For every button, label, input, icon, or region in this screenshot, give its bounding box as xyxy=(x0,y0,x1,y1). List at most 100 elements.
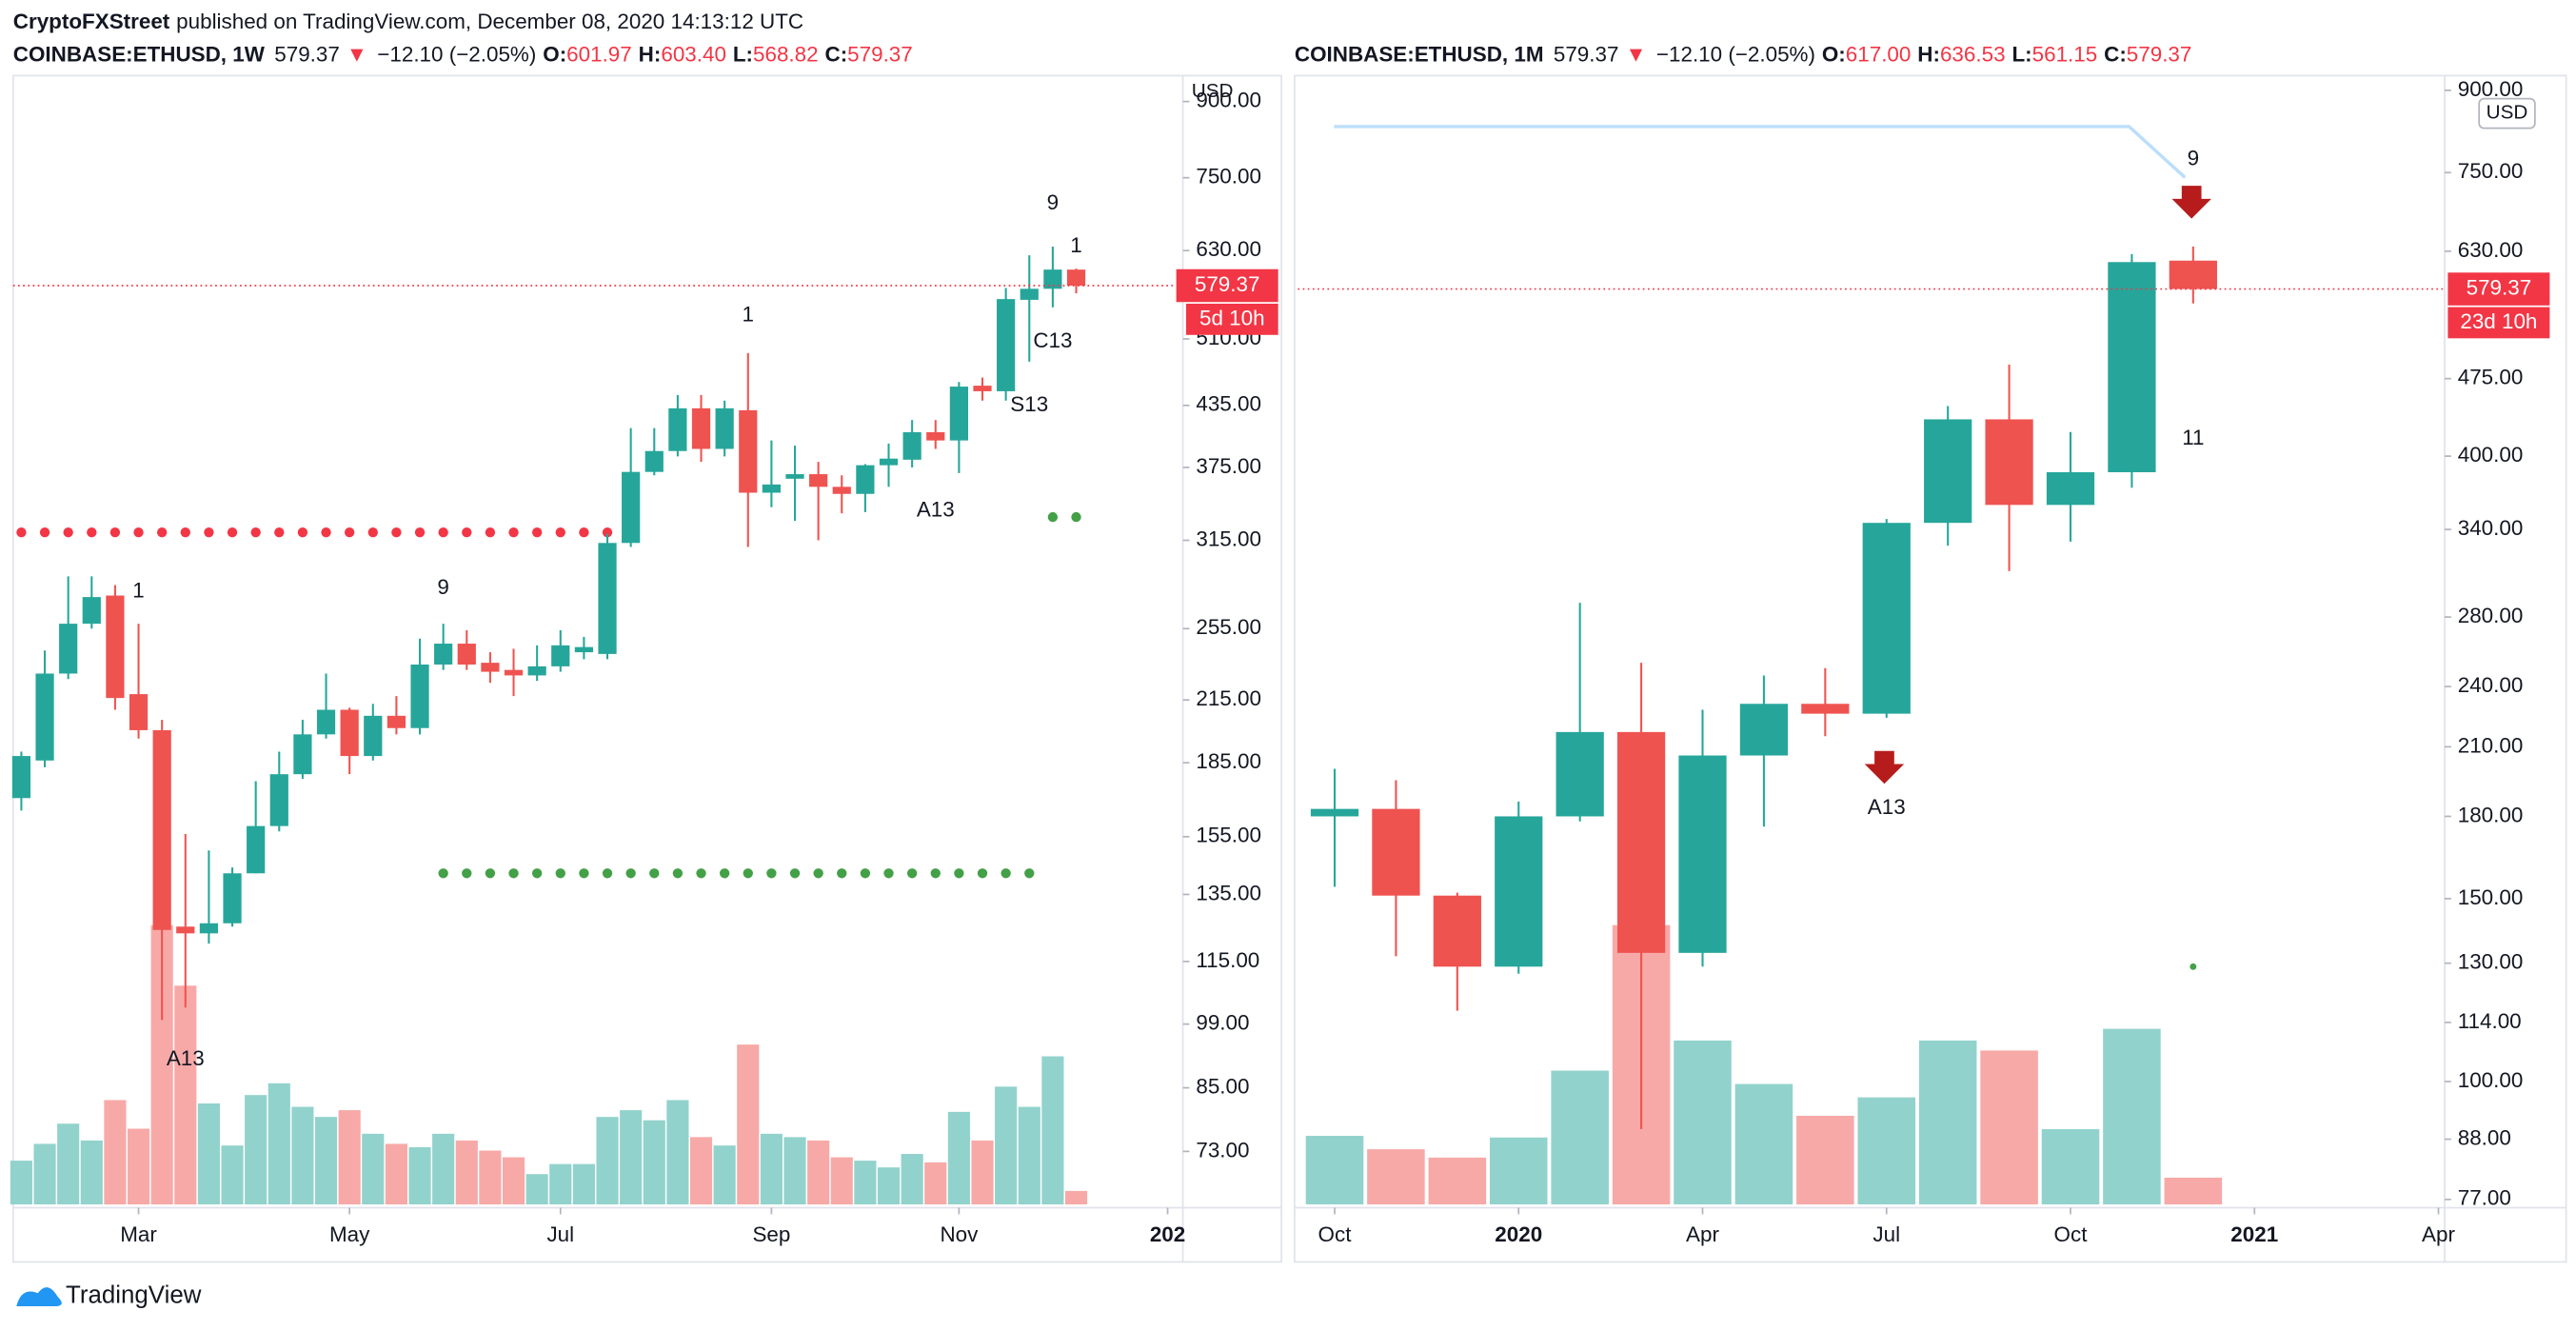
level-dot xyxy=(438,868,448,879)
publisher: CryptoFXStreet xyxy=(13,10,170,33)
down-arrow xyxy=(2171,186,2211,219)
candle-body xyxy=(1616,731,1666,953)
y-tick-label: 130.00 xyxy=(2458,950,2524,974)
td-label: 1 xyxy=(132,578,144,602)
x-tick-label: Apr xyxy=(2422,1222,2455,1246)
level-dot xyxy=(649,868,660,879)
volume-bar xyxy=(830,1157,853,1205)
y-tick-label: 114.00 xyxy=(2458,1009,2522,1033)
level-dot xyxy=(462,868,472,879)
volume-bar xyxy=(1734,1083,1793,1205)
level-dot xyxy=(1024,868,1035,879)
volume-bar xyxy=(1041,1056,1064,1205)
volume-bar xyxy=(549,1163,572,1205)
level-dot xyxy=(321,527,331,538)
y-tick-label: 315.00 xyxy=(1196,526,1261,550)
volume-bar xyxy=(314,1117,338,1205)
volume-bar xyxy=(1980,1050,2038,1205)
candle-body xyxy=(762,484,782,493)
level-dot xyxy=(508,868,519,879)
x-tick-label: Jul xyxy=(1873,1222,1900,1246)
level-dot xyxy=(485,527,496,538)
volume-bar xyxy=(245,1095,268,1205)
candle-body xyxy=(902,431,921,460)
volume-bar xyxy=(1018,1106,1040,1205)
volume-bar xyxy=(525,1174,548,1205)
ohlc-key: O: xyxy=(1822,43,1846,67)
volume-bar xyxy=(221,1145,244,1205)
ohlc-key: C: xyxy=(2104,43,2127,67)
ohlc-key: O: xyxy=(543,43,566,67)
volume-bar xyxy=(596,1117,619,1205)
td-label: S13 xyxy=(1010,392,1048,416)
volume-bar xyxy=(877,1167,901,1205)
level-dot xyxy=(485,868,496,879)
candle-body xyxy=(856,465,875,494)
level-dot xyxy=(227,527,238,538)
candle-body xyxy=(926,431,945,441)
y-tick-label: 340.00 xyxy=(2458,516,2524,540)
level-dot xyxy=(789,868,801,879)
logo-cloud xyxy=(16,1287,62,1307)
candle-body xyxy=(1020,288,1039,300)
level-dot xyxy=(766,868,777,879)
td-label: 9 xyxy=(437,575,448,599)
ohlc-value: 579.37 xyxy=(2127,43,2192,67)
candle-body xyxy=(1739,704,1789,756)
y-tick-label: 115.00 xyxy=(1196,948,1259,972)
level-dot xyxy=(579,527,589,538)
candle-body xyxy=(1862,523,1911,714)
candle-body xyxy=(199,923,219,934)
volume-bar xyxy=(1796,1115,1854,1205)
level-dot xyxy=(743,868,753,879)
level-dot xyxy=(109,527,121,538)
candle-body xyxy=(1985,419,2033,506)
x-tick-label: Oct xyxy=(1318,1222,1353,1246)
level-dot xyxy=(133,527,144,538)
volume-bar xyxy=(408,1146,431,1205)
volume-bar xyxy=(689,1137,713,1205)
candle-body xyxy=(1678,755,1727,953)
left-panel xyxy=(11,74,1282,1263)
y-tick-label: 155.00 xyxy=(1196,824,1261,847)
candle-body xyxy=(879,458,899,466)
change: −12.10 (−2.05%) xyxy=(377,43,536,67)
currency: USD xyxy=(1192,80,1234,102)
level-dot xyxy=(156,527,168,538)
level-dot xyxy=(883,868,894,879)
level-dot xyxy=(531,868,543,879)
volume-bar xyxy=(268,1083,290,1205)
td-label: 1 xyxy=(743,302,754,326)
candle-body xyxy=(622,471,641,544)
change: −12.10 (−2.05%) xyxy=(1656,43,1815,67)
y-tick-label: 475.00 xyxy=(2458,366,2524,389)
level-dot xyxy=(625,868,636,879)
level-dot xyxy=(250,527,261,538)
ohlc-value: 636.53 xyxy=(1940,43,2006,67)
down-arrow xyxy=(1864,750,1905,785)
td-label: 9 xyxy=(1047,190,1059,214)
ohlc-key: L: xyxy=(2011,43,2031,67)
countdown-tag xyxy=(2447,307,2550,339)
volume-bar xyxy=(713,1145,736,1205)
candle-body xyxy=(691,407,711,449)
candle-body xyxy=(11,756,31,799)
volume-bar xyxy=(1551,1070,1609,1205)
x-tick-label: Apr xyxy=(1686,1222,1719,1246)
level-dot xyxy=(16,527,27,538)
td-label: A13 xyxy=(167,1046,205,1070)
y-tick-label: 150.00 xyxy=(2458,885,2524,909)
publish-line: CryptoFXStreet published on TradingView.c… xyxy=(13,10,803,33)
level-dot xyxy=(438,527,448,538)
ohlc-value: 579.37 xyxy=(847,43,913,67)
change-arrow: ▼ xyxy=(347,43,367,67)
ohlc-value: 601.97 xyxy=(566,43,632,67)
volume-bar xyxy=(854,1161,877,1205)
volume-bar xyxy=(572,1163,595,1205)
volume-bar xyxy=(737,1044,760,1205)
x-tick-label: May xyxy=(329,1222,370,1246)
x-tick-label: 202 xyxy=(1150,1222,1185,1246)
volume-bar xyxy=(643,1120,665,1205)
candle-body xyxy=(527,666,546,676)
volume-bar xyxy=(150,924,173,1205)
